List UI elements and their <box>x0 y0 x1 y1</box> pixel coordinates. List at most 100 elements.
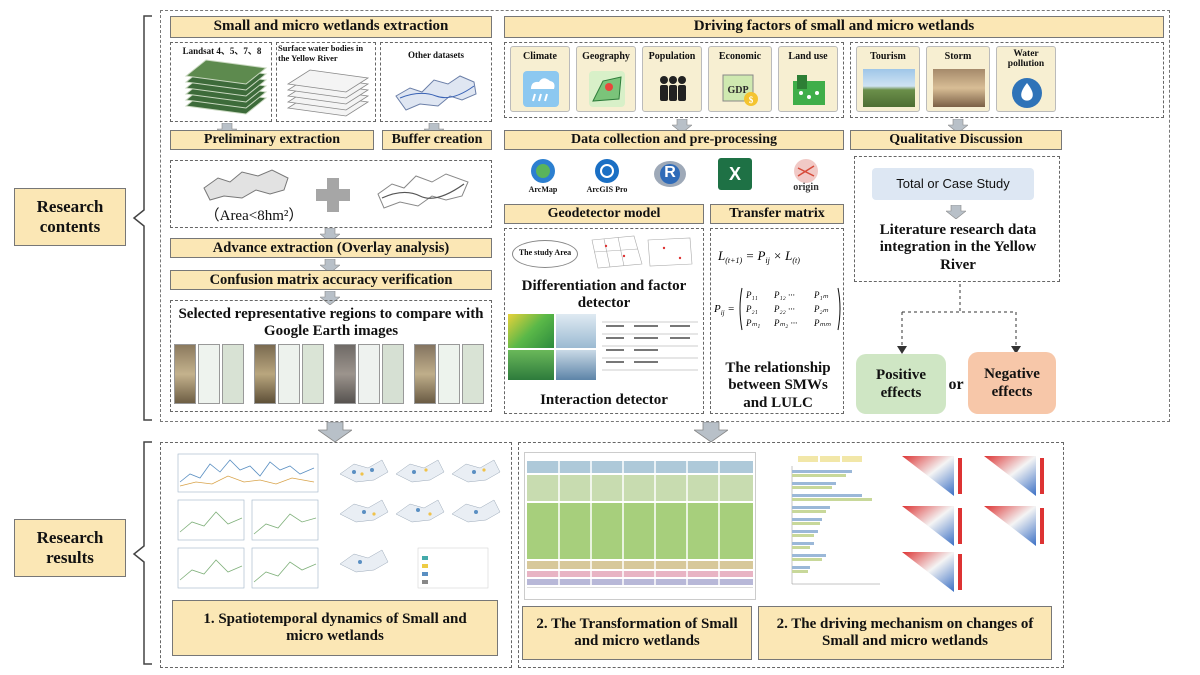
water-pollution-tile: Water pollution <box>996 46 1056 112</box>
arrow-to-qualitative <box>948 119 968 133</box>
geography-label: Geography <box>582 51 630 62</box>
buffer-map-image <box>377 173 469 209</box>
svg-text:P₂ₘ: P₂ₘ <box>813 304 829 314</box>
origin-label: origin <box>793 182 819 193</box>
transfer-equation: L(t+1) = Pij × L(t) Pij = P₁₁ P₁₂ ··· P₁ₘ … <box>713 248 841 331</box>
diff-factor-detector-label: Differentiation and factor detector <box>521 278 687 312</box>
relationship-label: The relationship between SMWs and LULC <box>725 360 831 411</box>
economic-tile: Economic GDP $ <box>708 46 772 112</box>
preliminary-map-image <box>203 169 289 201</box>
svg-text:P₁₁: P₁₁ <box>745 290 758 300</box>
origin-icon: origin <box>786 158 826 198</box>
buffer-creation-box: Buffer creation <box>382 130 492 150</box>
results-brace <box>132 441 152 665</box>
storm-tile: Storm <box>926 46 990 112</box>
other-datasets-map-image <box>395 75 477 111</box>
population-icon <box>660 76 686 101</box>
negative-effects-box: Negative effects <box>968 352 1056 414</box>
arrow-to-selected <box>320 291 340 305</box>
extraction-title: Small and micro wetlands extraction <box>170 16 492 38</box>
surface-water-stack-image <box>286 69 370 117</box>
result-driving-mechanism-box: 2. The driving mechanism on changes of S… <box>758 606 1052 660</box>
selected-regions-label: Selected representative regions to compa… <box>178 306 484 340</box>
transfer-matrix-panel <box>710 228 844 414</box>
svg-text:P₂₁: P₂₁ <box>745 304 758 314</box>
effects-connector <box>897 284 1021 354</box>
arcmap-icon: ArcMap <box>520 158 566 198</box>
gdp-icon-text: GDP <box>727 85 748 96</box>
economic-label: Economic <box>718 51 762 62</box>
geography-icon <box>589 71 625 107</box>
driving-factors-title: Driving factors of small and micro wetla… <box>504 16 1164 38</box>
geodetector-panel <box>504 228 704 414</box>
quantitative-factors-panel <box>504 42 844 118</box>
svg-text:Pij =: Pij = <box>713 303 735 317</box>
water-drop-icon <box>1012 78 1042 108</box>
research-results-label: Research results <box>14 519 126 577</box>
area-threshold-label: （Area<8hm²） <box>204 208 304 224</box>
study-area-diagram: The study Area <box>510 232 700 274</box>
results-frame-right <box>518 442 1064 668</box>
svg-text:Pₘ₂ ···: Pₘ₂ ··· <box>773 318 797 328</box>
research-contents-label: Research contents <box>14 188 126 246</box>
surface-water-panel <box>276 42 376 122</box>
contents-frame <box>160 10 1170 422</box>
study-area-label: The study Area <box>518 248 572 257</box>
interaction-detector-label: Interaction detector <box>540 392 668 408</box>
land-use-icon <box>793 75 825 105</box>
transfer-matrix-box: Transfer matrix <box>710 204 844 224</box>
qualitative-discussion-box: Qualitative Discussion <box>850 130 1062 150</box>
excel-label: X <box>728 164 741 184</box>
spatiotemporal-charts-image <box>168 448 506 594</box>
arrow-to-confusion <box>320 259 340 273</box>
geodetector-box: Geodetector model <box>504 204 704 224</box>
population-label: Population <box>648 51 696 62</box>
arrow-to-results-right <box>694 422 728 442</box>
preliminary-extraction-box: Preliminary extraction <box>170 130 374 150</box>
land-use-tile: Land use <box>778 46 838 112</box>
results-frame-left <box>160 442 512 668</box>
result-spatiotemporal-box: 1. Spatiotemporal dynamics of Small and … <box>172 600 498 656</box>
population-tile: Population <box>642 46 702 112</box>
total-case-study-box: Total or Case Study <box>872 168 1034 200</box>
svg-text:L(t+1) = Pij × L(t): L(t+1) = Pij × L(t) <box>717 248 800 265</box>
r-label: R <box>664 164 676 181</box>
r-icon: R <box>652 158 688 194</box>
advance-extraction-box: Advance extraction (Overlay analysis) <box>170 238 492 258</box>
gdp-icon: GDP$ <box>722 74 758 106</box>
storm-label: Storm <box>944 51 972 62</box>
tourism-photo <box>863 69 915 107</box>
result-transformation-box: 2. The Transformation of Small and micro… <box>522 606 752 660</box>
landsat-panel <box>170 42 272 122</box>
svg-text:Pₘ₁: Pₘ₁ <box>745 318 760 328</box>
surface-water-label: Surface water bodies in the Yellow River <box>278 43 364 63</box>
svg-text:Pₘₘ: Pₘₘ <box>813 318 831 328</box>
selected-regions-panel <box>170 300 492 412</box>
arcmap-label: ArcMap <box>528 185 558 194</box>
landsat-label: Landsat 4、5、7、8 <box>182 46 262 56</box>
climate-tile: Climate <box>510 46 570 112</box>
driving-mechanism-chart-image <box>762 452 1058 596</box>
water-pollution-label: Water pollution <box>1007 49 1045 69</box>
landsat-stack-image <box>184 59 268 115</box>
storm-photo <box>933 69 985 107</box>
other-datasets-label: Other datasets <box>407 50 465 60</box>
tourism-label: Tourism <box>870 51 906 62</box>
geography-tile: Geography <box>576 46 636 112</box>
arrow-to-literature <box>946 205 966 219</box>
or-label: or <box>948 376 964 393</box>
other-datasets-panel <box>380 42 492 122</box>
extraction-maps-panel <box>170 160 492 228</box>
contents-brace <box>132 15 152 421</box>
interaction-detector-image <box>508 314 702 380</box>
land-use-label: Land use <box>788 51 828 62</box>
climate-label: Climate <box>523 51 557 62</box>
confusion-matrix-box: Confusion matrix accuracy verification <box>170 270 492 290</box>
arrow-to-data-collection <box>672 119 692 133</box>
positive-effects-box: Positive effects <box>856 354 946 414</box>
literature-integration-label: Literature research data integration in … <box>879 222 1037 273</box>
svg-text:P₁ₘ: P₁ₘ <box>813 290 829 300</box>
svg-text:P₁₂ ···: P₁₂ ··· <box>773 290 795 300</box>
arrow-to-results-left <box>318 422 352 442</box>
transformation-chart-image <box>524 452 756 600</box>
